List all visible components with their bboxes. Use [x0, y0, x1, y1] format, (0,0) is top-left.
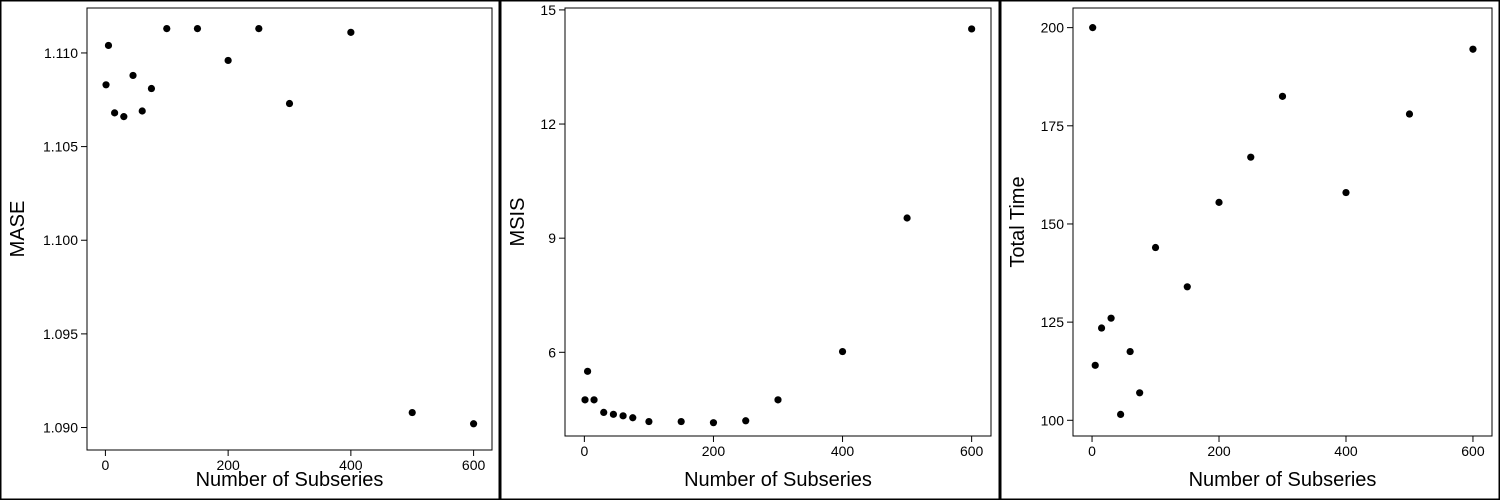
panel-border [500, 0, 1000, 500]
x-tick-label: 400 [831, 443, 855, 459]
data-point [1151, 243, 1160, 252]
data-point [147, 84, 156, 93]
x-tick-label: 400 [1334, 443, 1358, 459]
data-point [1097, 324, 1106, 332]
data-point [619, 412, 627, 420]
data-point [163, 25, 171, 33]
data-point [645, 417, 653, 426]
y-tick-label: 100 [1041, 412, 1065, 428]
x-tick-label: 600 [462, 457, 486, 473]
y-axis-title: MSIS [507, 198, 529, 247]
data-point [1107, 314, 1115, 322]
data-point [600, 408, 608, 417]
data-point [1183, 283, 1191, 291]
data-point [120, 113, 128, 121]
data-point [347, 28, 355, 36]
y-tick-label: 200 [1041, 20, 1065, 36]
data-point [1136, 389, 1144, 397]
x-axis-title: Number of Subseries [196, 469, 384, 491]
data-point [609, 410, 618, 418]
x-tick-label: 200 [1207, 443, 1231, 459]
x-tick-label: 600 [960, 443, 984, 459]
x-tick-label: 400 [339, 457, 363, 473]
y-tick-label: 125 [1041, 314, 1065, 330]
data-point [1469, 45, 1477, 53]
panel-2: 0 200 400 600 6 9 12 15 Number of Subseries MSIS [500, 0, 1000, 500]
data-point [838, 347, 847, 356]
data-point [1342, 188, 1350, 197]
data-point [742, 417, 750, 425]
data-point [709, 419, 718, 427]
data-point [583, 367, 592, 375]
data-point [111, 109, 119, 117]
y-tick-label: 1.090 [43, 420, 78, 436]
data-point [590, 396, 598, 404]
data-point [1126, 347, 1134, 356]
plot-frame [564, 7, 992, 437]
data-point [138, 107, 146, 115]
data-point [903, 214, 911, 222]
y-tick-label: 1.105 [43, 139, 78, 155]
data-point [129, 71, 137, 80]
data-point [1091, 361, 1099, 369]
y-axis-title: MASE [7, 201, 29, 258]
data-point [255, 25, 263, 33]
y-tick-label: 15 [540, 2, 556, 18]
data-point [102, 81, 110, 89]
panel-1: 0 200 400 600 1.090 1.095 1.100 1.105 1.110 Numbe… [0, 0, 500, 500]
x-tick-label: 200 [702, 443, 726, 459]
panel-3: 0 200 400 600 100 125 150 175 200 Number of Subse… [1000, 0, 1500, 500]
x-axis-title: Number of Subseries [1189, 469, 1377, 491]
data-point [224, 56, 232, 65]
data-point [1405, 110, 1414, 118]
panel-border [0, 0, 500, 500]
y-tick-label: 12 [540, 116, 556, 132]
data-point [285, 99, 294, 108]
y-tick-label: 6 [548, 344, 556, 360]
x-axis-title: Number of Subseries [684, 469, 872, 491]
data-point [104, 41, 113, 50]
y-tick-label: 1.110 [44, 45, 78, 61]
plot-frame [86, 7, 493, 451]
data-point [1247, 153, 1255, 161]
data-point [193, 25, 202, 33]
panel-border [1000, 0, 1500, 500]
data-point [677, 417, 685, 426]
data-point [1089, 24, 1097, 32]
data-point [774, 396, 782, 404]
x-tick-label: 0 [1088, 443, 1096, 459]
y-tick-label: 150 [1041, 216, 1065, 232]
x-tick-label: 200 [216, 457, 240, 473]
data-point [408, 408, 416, 417]
data-point [1278, 92, 1287, 100]
y-axis-title: Total Time [1007, 176, 1029, 267]
y-tick-label: 175 [1041, 118, 1065, 134]
x-tick-label: 0 [102, 457, 110, 473]
y-tick-label: 1.100 [43, 232, 78, 248]
y-tick-label: 9 [548, 230, 556, 246]
data-point [968, 25, 976, 33]
data-point [581, 396, 589, 404]
x-tick-label: 600 [1461, 443, 1485, 459]
data-point [1117, 410, 1125, 419]
data-point [469, 420, 478, 428]
x-tick-label: 0 [580, 443, 588, 459]
data-point [629, 414, 637, 422]
y-tick-label: 1.095 [43, 326, 78, 342]
data-point [1215, 198, 1223, 206]
plot-frame [1072, 7, 1493, 437]
